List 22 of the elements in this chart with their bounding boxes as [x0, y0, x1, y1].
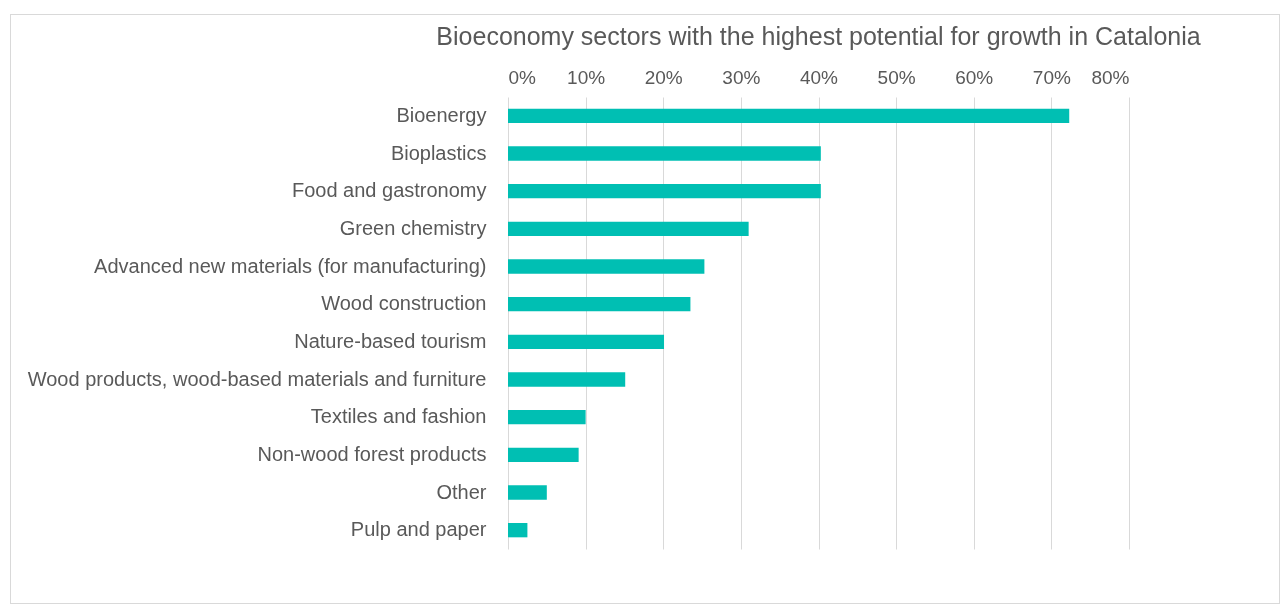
chart-title: Bioeconomy sectors with the highest potential for growth in Catalonia	[436, 22, 1201, 50]
x-tick-label: 50%	[877, 66, 916, 88]
y-tick-label: Pulp and paper	[350, 518, 487, 541]
y-tick-label: Other	[436, 480, 487, 503]
x-tick-label: 30%	[722, 66, 761, 88]
y-tick-label: Green chemistry	[339, 216, 487, 239]
y-tick-label: Bioenergy	[396, 103, 487, 126]
y-tick-label: Food and gastronomy	[291, 179, 487, 202]
x-tick-label: 10%	[567, 66, 606, 88]
y-tick-label: Wood construction	[321, 292, 487, 315]
y-tick-label: Wood products, wood-based materials and furniture	[27, 367, 487, 390]
y-tick-label: Nature-based tourism	[294, 329, 487, 352]
x-tick-label: 40%	[799, 66, 839, 88]
x-tick-label: 60%	[955, 66, 994, 88]
x-tick-label: 0%	[508, 66, 537, 88]
x-tick-label: 80%	[1091, 66, 1130, 88]
y-tick-label: Advanced new materials (for manufacturing)	[94, 254, 487, 277]
x-tick-label: 70%	[1032, 66, 1071, 88]
x-tick-label: 20%	[644, 66, 683, 88]
y-tick-label: Bioplastics	[390, 141, 487, 164]
y-tick-label: Textiles and fashion	[310, 405, 487, 428]
y-tick-label: Non-wood forest products	[257, 442, 487, 465]
